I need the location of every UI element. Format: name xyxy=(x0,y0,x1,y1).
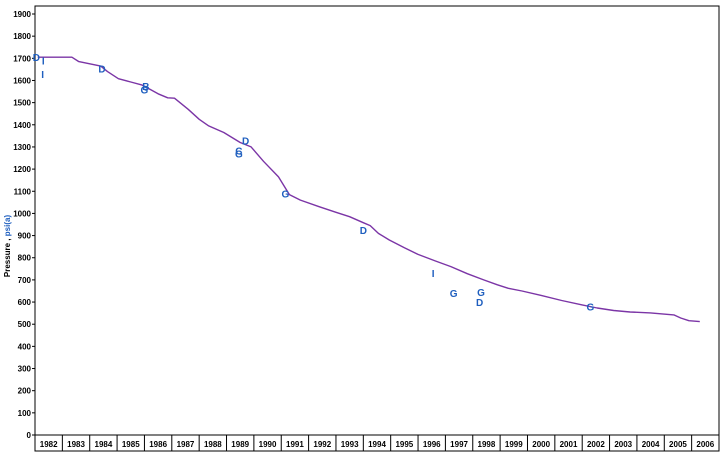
x-tick-label: 1984 xyxy=(95,440,113,449)
y-tick-label: 1900 xyxy=(13,10,31,19)
event-marker: B xyxy=(142,82,149,93)
y-tick-label: 100 xyxy=(18,409,32,418)
axes: 0 100 200 300 400 500 600 700 800 900 1000 1100 1200… xyxy=(13,5,720,452)
plot-frame xyxy=(34,5,720,452)
series-lines xyxy=(37,56,700,323)
x-tick-label: 1992 xyxy=(313,440,331,449)
y-tick-label: 1800 xyxy=(13,32,31,41)
event-marker: I xyxy=(42,57,45,68)
event-marker: D xyxy=(242,136,249,147)
x-tick-label: 1990 xyxy=(259,440,277,449)
x-tick-label: 1991 xyxy=(286,440,304,449)
x-tick-label: 2006 xyxy=(696,440,714,449)
y-tick-label: 1100 xyxy=(14,187,32,196)
x-tick-label: 1996 xyxy=(423,440,441,449)
y-tick-label: 1000 xyxy=(13,209,31,218)
event-marker: D xyxy=(33,53,40,64)
x-tick-label: 1987 xyxy=(177,440,195,449)
pressure-series-line xyxy=(37,56,700,323)
y-tick-label: 300 xyxy=(18,365,32,374)
x-tick-label: 1989 xyxy=(231,440,249,449)
x-tick-label: 1982 xyxy=(40,440,58,449)
y-tick-label: 800 xyxy=(18,254,32,263)
y-tick-label: 400 xyxy=(18,342,32,351)
x-tick-label: 1995 xyxy=(395,440,413,449)
x-tick-label: 2004 xyxy=(642,440,660,449)
event-marker: D xyxy=(360,226,367,237)
y-axis-label-unit: psi(a) xyxy=(3,215,12,237)
y-tick-label: 1500 xyxy=(13,99,31,108)
x-tick-label: 1993 xyxy=(341,440,359,449)
event-marker: C xyxy=(235,146,242,157)
event-marker: G xyxy=(141,85,149,96)
event-marker: G xyxy=(235,150,243,161)
event-marker: D xyxy=(476,298,483,309)
y-tick-label: 1300 xyxy=(13,143,31,152)
event-marker: I xyxy=(432,269,435,280)
y-tick-label: 900 xyxy=(18,232,32,241)
x-tick-label: 1997 xyxy=(450,440,468,449)
event-marker: G xyxy=(477,288,485,299)
x-tick-label: 1986 xyxy=(149,440,167,449)
event-marker: G xyxy=(450,289,458,300)
y-tick-label: 1400 xyxy=(13,121,31,130)
x-tick-label: 1983 xyxy=(67,440,85,449)
x-tick-label: 1998 xyxy=(478,440,496,449)
y-tick-label: 1700 xyxy=(13,54,31,63)
y-tick-label: 200 xyxy=(18,387,32,396)
y-tick-label: 600 xyxy=(18,298,32,307)
y-tick-label: 1200 xyxy=(13,165,31,174)
x-tick-label: 2001 xyxy=(560,440,578,449)
x-tick-label: 2002 xyxy=(587,440,605,449)
x-tick-label: 1988 xyxy=(204,440,222,449)
y-tick-label: 0 xyxy=(27,431,32,440)
x-tick-label: 1994 xyxy=(368,440,386,449)
x-tick-label: 2003 xyxy=(614,440,632,449)
event-marker: G xyxy=(587,302,595,313)
y-tick-label: 700 xyxy=(18,276,32,285)
y-tick-label: 500 xyxy=(18,320,32,329)
x-tick-label: 1985 xyxy=(122,440,140,449)
x-tick-label: 2005 xyxy=(669,440,687,449)
event-marker: I xyxy=(41,70,44,81)
event-marker: D xyxy=(98,64,105,75)
y-axis-label-prefix: Pressure , xyxy=(3,236,12,277)
x-tick-label: 1999 xyxy=(505,440,523,449)
y-axis-label: Pressure , psi(a) xyxy=(3,215,12,278)
y-tick-label: 1600 xyxy=(13,76,31,85)
event-marker: G xyxy=(281,189,289,200)
x-tick-label: 2000 xyxy=(532,440,550,449)
